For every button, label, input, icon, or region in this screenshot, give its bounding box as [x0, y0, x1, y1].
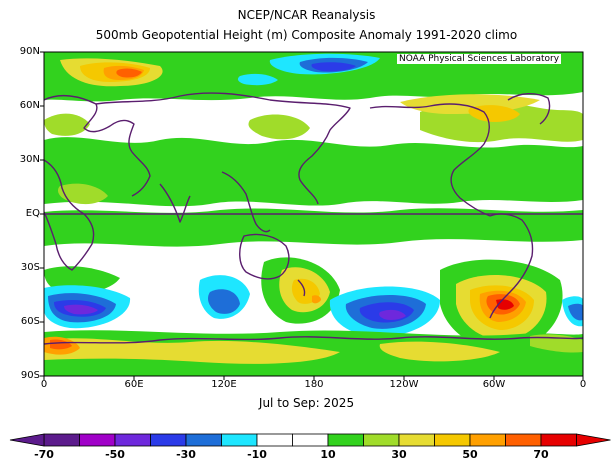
colorbar-tick-label: 70: [533, 448, 549, 461]
colorbar-swatch: [327, 433, 364, 447]
colorbar-tick-label: -50: [105, 448, 125, 461]
coastline: [507, 93, 551, 125]
lat-label: 30S: [20, 262, 40, 273]
coastline: [239, 233, 290, 280]
colorbar-tick-label: 10: [320, 448, 336, 461]
colorbar-swatch: [43, 433, 80, 447]
colorbar: [9, 433, 611, 447]
anomaly-area: [58, 183, 108, 205]
anomaly-area: [116, 68, 142, 78]
anomaly-area: [44, 52, 583, 102]
colorbar-tick-label: 50: [462, 448, 478, 461]
anomaly-area: [64, 304, 98, 315]
colorbar-max-arrow: [576, 433, 611, 447]
coastline: [369, 103, 491, 217]
coastline: [159, 183, 191, 223]
coastline: [44, 94, 151, 197]
coastline: [44, 336, 583, 345]
lat-label: 30N: [19, 154, 40, 165]
lat-label: 60S: [20, 316, 40, 327]
lon-label: 60W: [482, 379, 506, 390]
lat-label: 60N: [19, 100, 40, 111]
lon-label: 120W: [389, 379, 419, 390]
anomaly-area: [50, 339, 72, 350]
colorbar-swatch: [221, 433, 258, 447]
colorbar-swatch: [150, 433, 187, 447]
lat-label: 90N: [19, 46, 40, 57]
colorbar-swatch: [469, 433, 506, 447]
anomaly-area: [44, 137, 583, 207]
time-period: Jul to Sep: 2025: [258, 396, 355, 410]
colorbar-swatch: [363, 433, 400, 447]
anomaly-area: [248, 114, 310, 140]
anomaly-area: [379, 341, 500, 362]
coastline: [95, 92, 351, 205]
lon-label: 0: [40, 379, 48, 390]
colorbar-tick-label: 30: [391, 448, 407, 461]
colorbar-tick-label: -30: [176, 448, 196, 461]
colorbar-swatch: [256, 433, 293, 447]
colorbar-tick-label: -70: [34, 448, 54, 461]
anomaly-area: [44, 113, 90, 136]
coastline: [297, 279, 306, 297]
anomaly-area: [568, 303, 583, 321]
anomaly-area: [379, 309, 406, 320]
anomaly-area: [208, 289, 240, 314]
colorbar-swatch: [185, 433, 222, 447]
colorbar-swatch: [79, 433, 116, 447]
anomaly-area: [312, 295, 321, 304]
colorbar-tick-label: -10: [247, 448, 267, 461]
anomaly-area: [468, 105, 520, 122]
coastline: [44, 159, 95, 271]
colorbar-swatch: [434, 433, 471, 447]
lat-label: EQ: [25, 208, 40, 219]
lon-label: 120E: [211, 379, 237, 390]
colorbar-swatch: [292, 433, 329, 447]
lon-label: 180: [304, 379, 324, 390]
lat-label: 90S: [20, 370, 40, 381]
colorbar-swatch: [540, 433, 577, 447]
anomaly-area: [44, 338, 340, 364]
colorbar-swatch: [114, 433, 151, 447]
lon-label: 0: [579, 379, 587, 390]
title-line-1: NCEP/NCAR Reanalysis: [237, 8, 376, 22]
coastline: [489, 213, 534, 319]
colorbar-swatch: [505, 433, 542, 447]
title-line-2: 500mb Geopotential Height (m) Composite …: [95, 28, 518, 42]
lon-label: 60E: [124, 379, 144, 390]
coastline: [221, 171, 271, 233]
colorbar-swatch: [398, 433, 435, 447]
credit-label: NOAA Physical Sciences Laboratory: [397, 54, 562, 64]
anomaly-area: [237, 73, 278, 86]
anomaly-area: [311, 62, 356, 72]
colorbar-min-arrow: [9, 433, 45, 447]
